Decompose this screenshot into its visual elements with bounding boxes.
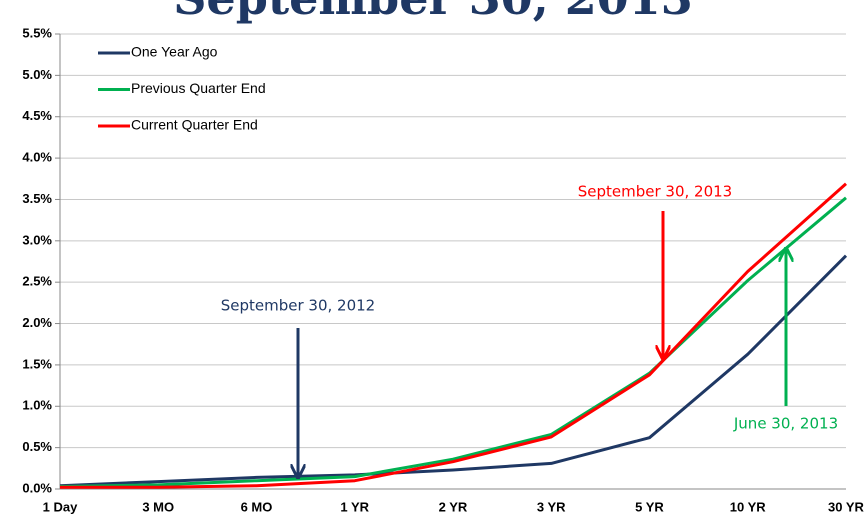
y-tick-label: 3.5%: [22, 191, 52, 206]
annotation: September 30, 2012: [221, 297, 375, 315]
legend-label: Previous Quarter End: [131, 80, 266, 96]
chart-title: September 30, 2013: [173, 0, 693, 25]
x-tick-label: 1 YR: [340, 499, 369, 514]
y-tick-label: 0.5%: [22, 439, 52, 454]
x-tick-label: 1 Day: [43, 499, 78, 514]
y-tick-label: 4.0%: [22, 150, 52, 165]
annotation: September 30, 2013: [578, 183, 732, 201]
x-tick-label: 10 YR: [730, 499, 767, 514]
legend-label: One Year Ago: [131, 44, 218, 60]
y-tick-label: 4.5%: [22, 108, 52, 123]
y-tick-label: 1.0%: [22, 398, 52, 413]
series-line: [59, 196, 847, 488]
y-tick-label: 2.0%: [22, 315, 52, 330]
y-tick-label: 5.5%: [22, 25, 52, 40]
x-tick-label: 2 YR: [439, 499, 468, 514]
x-tick-label: 6 MO: [241, 499, 273, 514]
x-tick-label: 3 YR: [537, 499, 566, 514]
annotation: June 30, 2013: [733, 415, 838, 433]
y-tick-label: 5.0%: [22, 67, 52, 82]
series-line: [60, 182, 847, 489]
x-tick-label: 30 YR: [828, 499, 865, 514]
x-tick-label: 5 YR: [635, 499, 664, 514]
legend-label: Current Quarter End: [131, 117, 258, 133]
y-tick-label: 0.0%: [22, 480, 52, 495]
y-tick-label: 2.5%: [22, 274, 52, 289]
series-line: [59, 254, 848, 488]
x-tick-label: 3 MO: [142, 499, 174, 514]
y-tick-label: 3.0%: [22, 232, 52, 247]
y-tick-label: 1.5%: [22, 356, 52, 371]
